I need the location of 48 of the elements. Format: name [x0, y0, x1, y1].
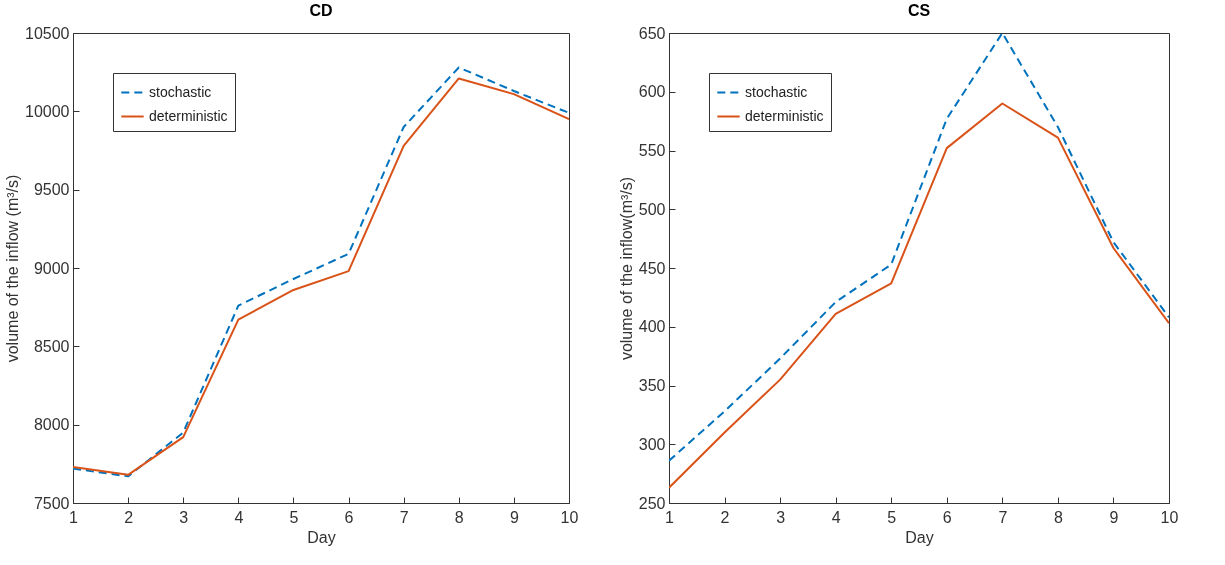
y-tick-label: 450 [638, 259, 666, 277]
y-tick-label: 8000 [33, 416, 70, 434]
y-tick-label: 300 [638, 435, 666, 453]
y-tick-label: 7500 [33, 494, 70, 512]
x-tick-label: 5 [289, 508, 299, 526]
y-axis-title: volume of the inflow (m³/s) [4, 174, 22, 363]
legend-label: stochastic [745, 83, 808, 100]
x-tick-label: 3 [179, 508, 189, 526]
x-tick-label: 3 [776, 508, 786, 526]
x-tick-label: 4 [831, 508, 841, 526]
y-tick-label: 500 [638, 200, 666, 218]
y-tick-label: 10500 [25, 24, 70, 42]
y-tick-label: 350 [638, 377, 666, 394]
x-tick-label: 7 [998, 508, 1008, 526]
y-tick-label: 10000 [25, 102, 70, 120]
x-tick-label: 1 [665, 508, 675, 526]
chart-title: CD [309, 2, 333, 19]
legend-label: stochastic [149, 83, 212, 100]
x-tick-label: 4 [234, 508, 244, 526]
x-tick-label: 6 [344, 508, 354, 526]
line-series [669, 33, 1169, 462]
legend-label: deterministic [745, 107, 824, 124]
y-tick-label: 600 [638, 83, 666, 101]
x-tick-label: 2 [124, 508, 134, 526]
chart-title: CS [907, 2, 931, 19]
y-tick-label: 8500 [33, 337, 70, 355]
x-tick-label: 1 [69, 508, 79, 526]
y-tick-label: 400 [638, 318, 666, 336]
y-tick-label: 9000 [33, 259, 70, 277]
x-tick-label: 8 [1053, 508, 1063, 526]
y-tick-label: 650 [638, 24, 666, 42]
x-tick-label: 10 [1160, 508, 1179, 526]
x-tick-label: 5 [887, 508, 897, 526]
y-tick-label: 550 [638, 142, 666, 159]
x-tick-label: 9 [1109, 508, 1119, 526]
x-tick-label: 7 [399, 508, 409, 526]
x-tick-label: 9 [509, 508, 519, 526]
line-series [669, 102, 1169, 489]
x-axis-title: Day [307, 528, 336, 546]
y-tick-label: 250 [638, 494, 666, 512]
x-tick-label: 2 [720, 508, 730, 526]
legend-label: deterministic [149, 107, 228, 124]
y-axis-title: volume of the inflow(m³/s) [617, 176, 635, 361]
y-tick-label: 9500 [33, 181, 70, 199]
x-tick-label: 10 [560, 508, 579, 526]
x-axis-title: Day [905, 528, 934, 546]
x-tick-label: 6 [942, 508, 952, 526]
x-tick-label: 8 [454, 508, 464, 526]
